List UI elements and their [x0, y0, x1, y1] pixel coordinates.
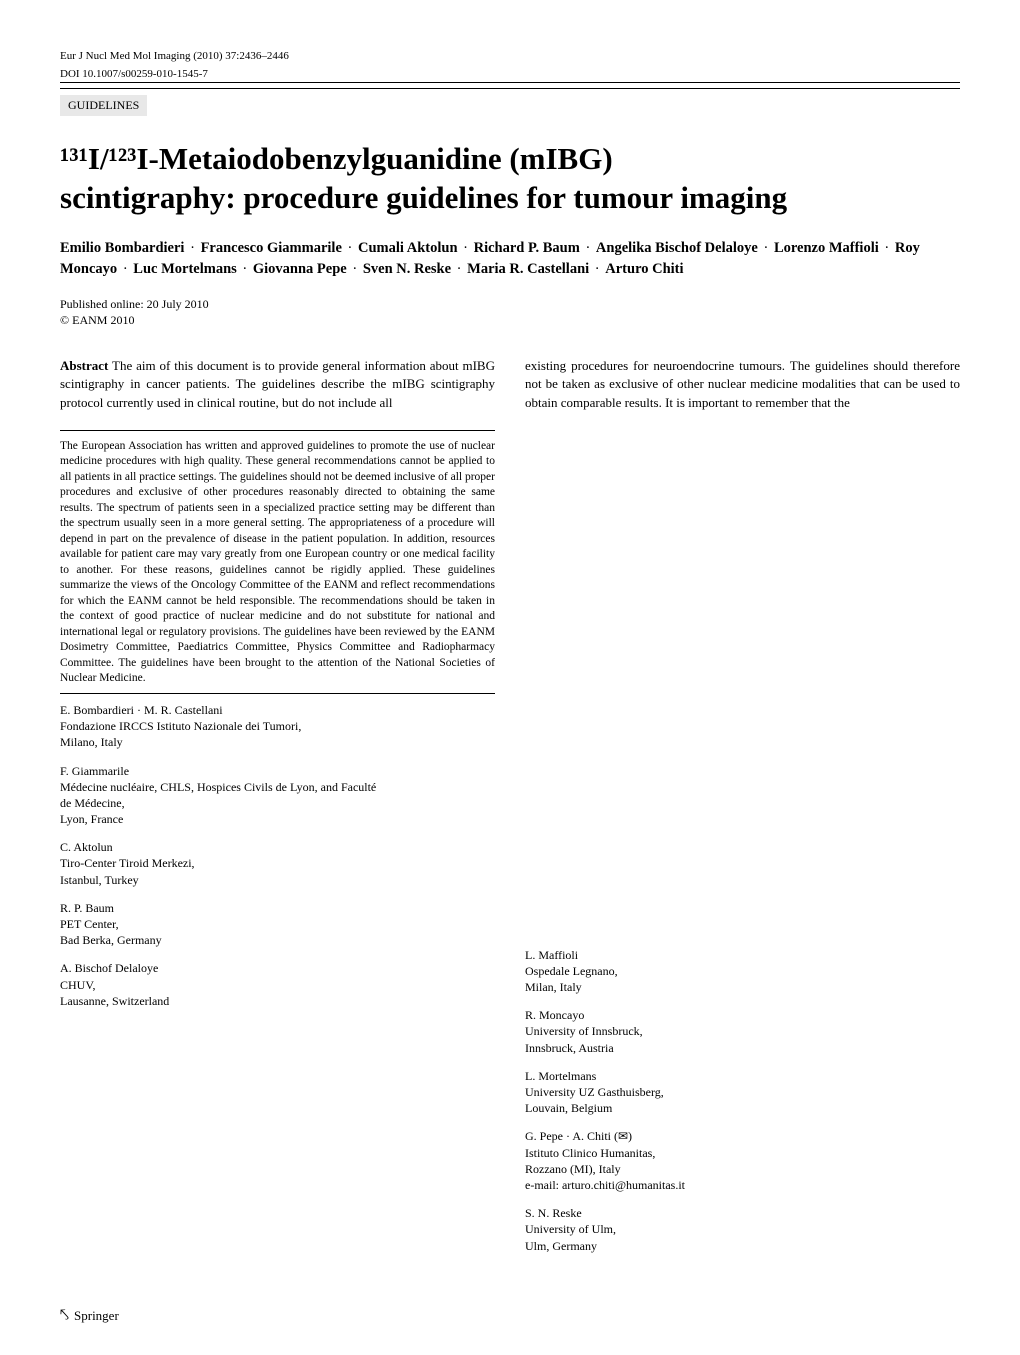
affiliation-line: PET Center,	[60, 916, 495, 932]
affiliation-names: A. Bischof Delaloye	[60, 960, 495, 976]
affiliation-line: CHUV,	[60, 977, 495, 993]
running-header: Eur J Nucl Med Mol Imaging (2010) 37:243…	[60, 50, 960, 62]
author: Arturo Chiti	[605, 261, 683, 277]
affiliation-block: C. AktolunTiro-Center Tiroid Merkezi,Ist…	[60, 839, 495, 888]
affiliation-line: Rozzano (MI), Italy	[525, 1161, 960, 1177]
affiliation-names: L. Maffioli	[525, 947, 960, 963]
author: Cumali Aktolun	[358, 240, 458, 256]
affiliation-names: G. Pepe · A. Chiti (✉)	[525, 1128, 960, 1144]
abstract-left: Abstract The aim of this document is to …	[60, 357, 495, 412]
author-separator: ·	[342, 240, 358, 256]
affiliation-block: S. N. ReskeUniversity of Ulm,Ulm, German…	[525, 1205, 960, 1254]
abstract-label: Abstract	[60, 358, 108, 373]
header-rule-top	[60, 82, 960, 83]
journal-reference: Eur J Nucl Med Mol Imaging (2010) 37:243…	[60, 50, 289, 62]
affiliation-line: Médecine nucléaire, CHLS, Hospices Civil…	[60, 779, 495, 795]
author-separator: ·	[237, 261, 253, 277]
body-columns: Abstract The aim of this document is to …	[60, 357, 960, 1266]
author-separator: ·	[458, 240, 474, 256]
author-separator: ·	[347, 261, 363, 277]
header-rule-bottom	[60, 88, 960, 89]
title-line-1: ¹³¹I/¹²³I-Metaiodobenzylguanidine (mIBG)	[60, 141, 613, 176]
footer: ⤣ Springer	[60, 1307, 119, 1325]
affiliation-names: R. Moncayo	[525, 1007, 960, 1023]
affiliation-block: R. MoncayoUniversity of Innsbruck,Innsbr…	[525, 1007, 960, 1056]
affiliation-line: University UZ Gasthuisberg,	[525, 1084, 960, 1100]
copyright-line: © EANM 2010	[60, 312, 960, 329]
author-separator: ·	[589, 261, 605, 277]
right-column: existing procedures for neuroendocrine t…	[525, 357, 960, 1266]
affiliations-left: E. Bombardieri · M. R. CastellaniFondazi…	[60, 702, 495, 1009]
publisher-name: Springer	[74, 1308, 119, 1324]
affiliation-line: Lyon, France	[60, 811, 495, 827]
footnote-rule	[60, 430, 495, 431]
published-date: Published online: 20 July 2010	[60, 296, 960, 313]
author-separator: ·	[580, 240, 596, 256]
affiliation-line: Innsbruck, Austria	[525, 1040, 960, 1056]
affiliations-right: L. MaffioliOspedale Legnano,Milan, Italy…	[525, 947, 960, 1254]
title-line-2: scintigraphy: procedure guidelines for t…	[60, 180, 787, 215]
affiliation-names: C. Aktolun	[60, 839, 495, 855]
affiliation-line: Istanbul, Turkey	[60, 872, 495, 888]
author-separator: ·	[451, 261, 467, 277]
author-separator: ·	[117, 261, 133, 277]
affiliation-line: Ulm, Germany	[525, 1238, 960, 1254]
affiliation-line: Milan, Italy	[525, 979, 960, 995]
abstract-right: existing procedures for neuroendocrine t…	[525, 357, 960, 412]
author-separator: ·	[758, 240, 774, 256]
affiliation-block: L. MortelmansUniversity UZ Gasthuisberg,…	[525, 1068, 960, 1117]
affiliation-line: Tiro-Center Tiroid Merkezi,	[60, 855, 495, 871]
affiliation-line: Fondazione IRCCS Istituto Nazionale dei …	[60, 718, 495, 734]
affiliation-block: R. P. BaumPET Center,Bad Berka, Germany	[60, 900, 495, 949]
author-separator: ·	[879, 240, 895, 256]
abstract-left-text: The aim of this document is to provide g…	[60, 358, 495, 409]
affiliation-block: G. Pepe · A. Chiti (✉)Istituto Clinico H…	[525, 1128, 960, 1193]
affiliation-line: Lausanne, Switzerland	[60, 993, 495, 1009]
affiliation-line: Istituto Clinico Humanitas,	[525, 1145, 960, 1161]
author-list: Emilio Bombardieri · Francesco Giammaril…	[60, 238, 960, 280]
affiliation-names: F. Giammarile	[60, 763, 495, 779]
affiliation-names: E. Bombardieri · M. R. Castellani	[60, 702, 495, 718]
article-category: GUIDELINES	[60, 95, 147, 116]
affiliation-line: e-mail: arturo.chiti@humanitas.it	[525, 1177, 960, 1193]
affiliation-names: R. P. Baum	[60, 900, 495, 916]
affiliation-names: S. N. Reske	[525, 1205, 960, 1221]
affiliation-block: F. GiammarileMédecine nucléaire, CHLS, H…	[60, 763, 495, 828]
author: Giovanna Pepe	[253, 261, 347, 277]
publication-info: Published online: 20 July 2010 © EANM 20…	[60, 296, 960, 330]
affiliation-line: Milano, Italy	[60, 734, 495, 750]
article-title: ¹³¹I/¹²³I-Metaiodobenzylguanidine (mIBG)…	[60, 140, 960, 218]
author: Emilio Bombardieri	[60, 240, 184, 256]
author-separator: ·	[184, 240, 200, 256]
affiliation-line: University of Ulm,	[525, 1221, 960, 1237]
author: Sven N. Reske	[363, 261, 451, 277]
author: Francesco Giammarile	[201, 240, 342, 256]
affiliation-block: L. MaffioliOspedale Legnano,Milan, Italy	[525, 947, 960, 996]
author: Angelika Bischof Delaloye	[596, 240, 758, 256]
affiliation-line: de Médecine,	[60, 795, 495, 811]
affiliation-block: A. Bischof DelaloyeCHUV,Lausanne, Switze…	[60, 960, 495, 1009]
affiliation-line: Bad Berka, Germany	[60, 932, 495, 948]
author: Maria R. Castellani	[467, 261, 589, 277]
author: Richard P. Baum	[474, 240, 580, 256]
affiliation-line: Louvain, Belgium	[525, 1100, 960, 1116]
author: Luc Mortelmans	[133, 261, 237, 277]
doi-line: DOI 10.1007/s00259-010-1545-7	[60, 68, 960, 80]
springer-icon: ⤣	[60, 1307, 69, 1325]
affiliation-block: E. Bombardieri · M. R. CastellaniFondazi…	[60, 702, 495, 751]
guideline-footnote: The European Association has written and…	[60, 439, 495, 687]
affiliation-line: Ospedale Legnano,	[525, 963, 960, 979]
affiliation-line: University of Innsbruck,	[525, 1023, 960, 1039]
footnote-rule-bottom	[60, 693, 495, 694]
affiliation-names: L. Mortelmans	[525, 1068, 960, 1084]
author: Lorenzo Maffioli	[774, 240, 879, 256]
left-column: Abstract The aim of this document is to …	[60, 357, 495, 1266]
